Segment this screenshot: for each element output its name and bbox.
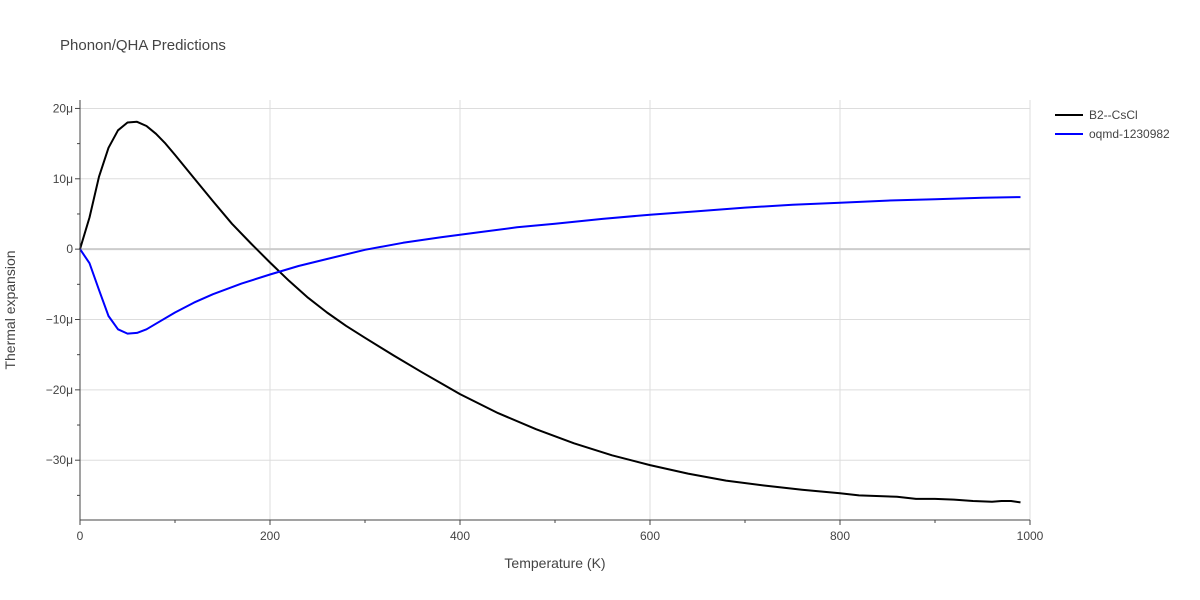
- y-axis-title: Thermal expansion: [2, 250, 18, 369]
- series-layer: [79, 120, 1021, 504]
- x-tick-label: 800: [830, 529, 850, 543]
- y-tick-label: 10μ: [53, 172, 73, 186]
- axes: [75, 100, 1031, 525]
- y-tick-label: 20μ: [53, 101, 73, 115]
- y-tick-label: −30μ: [46, 453, 73, 467]
- x-axis-title: Temperature (K): [504, 555, 605, 571]
- grid: [80, 100, 1031, 520]
- x-tick-label: 400: [450, 529, 470, 543]
- series-line-1: [79, 196, 1021, 335]
- x-tick-labels: 0 200 400 600 800 1000: [77, 529, 1044, 543]
- y-tick-labels: 20μ 10μ 0 −10μ −20μ −30μ: [46, 101, 74, 467]
- legend-item-0[interactable]: B2--CsCl: [1055, 108, 1138, 122]
- chart-title: Phonon/QHA Predictions: [60, 37, 226, 54]
- y-tick-label: 0: [66, 242, 73, 256]
- y-tick-label: −20μ: [46, 383, 73, 397]
- x-tick-label: 0: [77, 529, 84, 543]
- series-line-0: [79, 120, 1021, 504]
- legend[interactable]: B2--CsCl oqmd-1230982: [1055, 108, 1170, 141]
- legend-label: B2--CsCl: [1089, 108, 1138, 122]
- x-tick-label: 200: [260, 529, 280, 543]
- x-tick-label: 600: [640, 529, 660, 543]
- legend-label: oqmd-1230982: [1089, 127, 1170, 141]
- x-tick-label: 1000: [1017, 529, 1044, 543]
- legend-item-1[interactable]: oqmd-1230982: [1055, 127, 1170, 141]
- y-tick-label: −10μ: [46, 312, 73, 326]
